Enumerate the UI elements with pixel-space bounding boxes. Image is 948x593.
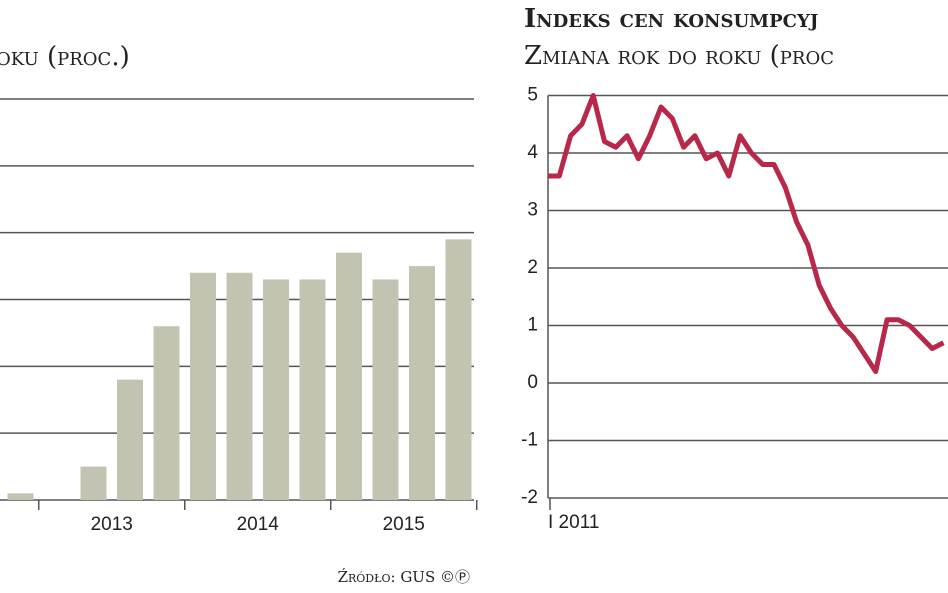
y-tick-label: 0	[527, 372, 538, 393]
chart-title: oku (proc.)	[0, 42, 130, 72]
bar	[409, 266, 435, 500]
y-tick-label: -1	[521, 430, 538, 451]
chart-title: Indeks cen konsumpcyj	[524, 4, 818, 34]
x-group-label: 2014	[237, 514, 280, 535]
x-tick-label: I 2011	[548, 512, 599, 533]
y-tick-label: 4	[527, 142, 538, 163]
y-tick-label: 1	[527, 315, 538, 336]
y-tick-label: -2	[521, 487, 538, 508]
bar	[7, 493, 34, 500]
chart-subtitle: Zmiana rok do roku (proc	[524, 41, 834, 71]
y-tick-label: 3	[527, 200, 538, 221]
y-tick-label: 2	[527, 257, 538, 278]
bar	[263, 279, 289, 500]
bar	[153, 326, 180, 500]
y-tick-label: 5	[527, 85, 538, 106]
x-group-label: 2013	[91, 514, 133, 535]
source: Źródło: GUS ©Ⓟ	[338, 568, 470, 586]
bar	[190, 272, 216, 500]
bar	[117, 379, 143, 500]
x-group-label: 2015	[383, 514, 425, 535]
bar	[226, 272, 253, 500]
bar	[80, 466, 107, 500]
bar	[445, 239, 472, 500]
bar	[336, 252, 362, 500]
bar	[372, 279, 399, 500]
bar	[299, 279, 326, 500]
line	[548, 93, 945, 374]
